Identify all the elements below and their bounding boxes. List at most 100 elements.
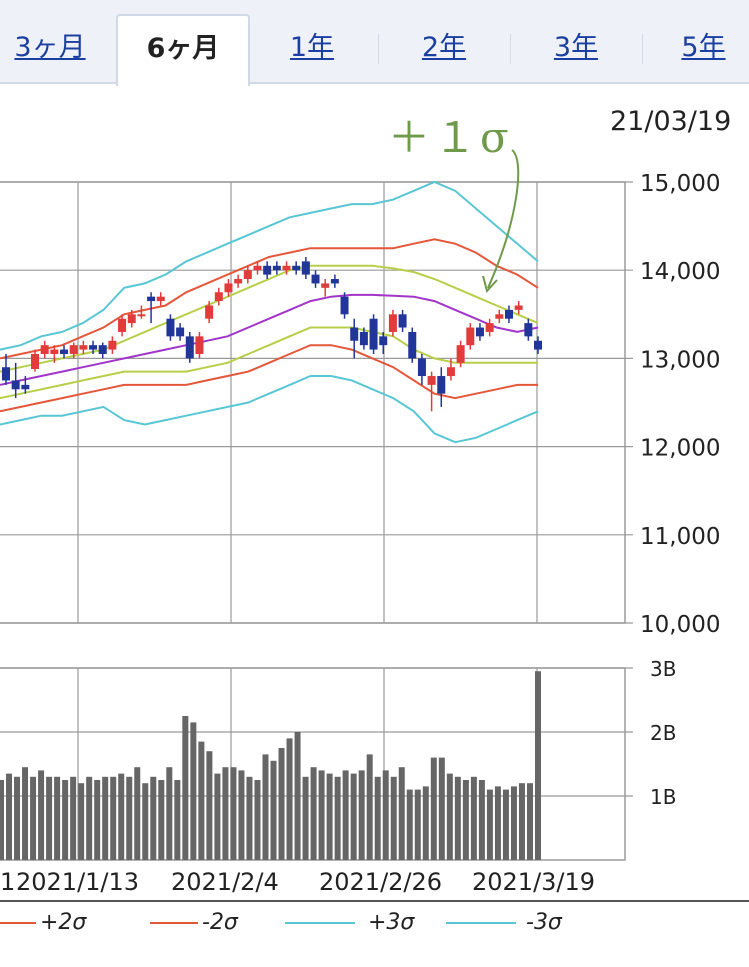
volume-bar — [438, 757, 445, 860]
candle-body — [108, 340, 117, 350]
volume-bar — [158, 780, 165, 860]
candle-body — [21, 384, 30, 390]
volume-bar — [494, 786, 501, 860]
volume-bar — [174, 780, 181, 860]
candle-body — [272, 265, 281, 271]
price-tick-label: 11,000 — [640, 524, 720, 550]
candle-body — [495, 314, 504, 319]
candle — [340, 292, 349, 319]
candle — [243, 265, 252, 284]
volume-bar — [6, 773, 13, 860]
candle-body — [534, 340, 542, 350]
candle-body — [369, 318, 378, 350]
candle-body — [330, 279, 339, 284]
candle-body — [156, 296, 165, 302]
volume-bar — [70, 776, 77, 860]
volume-bar — [502, 789, 509, 860]
candle-body — [475, 327, 484, 337]
candle-body — [166, 318, 175, 337]
annotation-arrow-head — [482, 275, 498, 294]
candle-body — [195, 336, 204, 354]
candle-body — [147, 296, 156, 302]
candle-body — [408, 331, 417, 359]
legend-line-minus3 — [446, 922, 516, 924]
x-tick-label-partial: 1 — [0, 868, 15, 896]
volume-tick-label: 2B — [650, 721, 676, 745]
volume-bar — [198, 741, 205, 860]
candle — [534, 336, 542, 354]
volume-bar — [38, 770, 45, 860]
candle — [398, 309, 407, 332]
candle — [379, 331, 388, 354]
band-plus1-line — [0, 264, 539, 373]
tab-5-years[interactable]: 5年 — [681, 32, 726, 63]
volume-bar — [430, 757, 437, 860]
candle-body — [234, 279, 243, 284]
candle-body — [40, 345, 49, 354]
candle — [456, 340, 465, 368]
volume-bar — [366, 754, 373, 860]
volume-bar — [22, 767, 29, 860]
tab-3-months[interactable]: 3ヶ月 — [14, 32, 86, 63]
candle — [408, 327, 417, 363]
candle-body — [50, 349, 59, 354]
volume-bar — [374, 776, 381, 860]
candle-body — [301, 261, 310, 275]
candle-body — [224, 283, 233, 293]
candle-body — [60, 349, 69, 354]
candle — [11, 362, 20, 399]
band-minus1-line — [0, 326, 538, 400]
candle — [2, 353, 10, 385]
candle — [50, 345, 59, 363]
volume-bar — [134, 767, 141, 860]
candle-body — [205, 305, 214, 319]
legend-label-plus3: +3σ — [368, 910, 415, 935]
candle — [166, 314, 175, 341]
volume-bar — [270, 760, 277, 860]
volume-bar — [382, 770, 389, 860]
candle-body — [321, 283, 330, 288]
volume-bar — [390, 776, 397, 860]
candle-body — [504, 309, 513, 319]
volume-bar — [478, 780, 485, 860]
candle-body — [89, 345, 98, 350]
volume-bar — [14, 776, 21, 860]
candle — [60, 345, 69, 359]
tab-3-years[interactable]: 3年 — [553, 32, 599, 63]
tab-1-year[interactable]: 1年 — [289, 32, 335, 63]
volume-bar — [94, 780, 101, 860]
candle — [321, 279, 330, 297]
volume-bar — [526, 783, 533, 860]
volume-bar — [46, 776, 53, 860]
candle — [147, 292, 156, 324]
volume-bar — [262, 754, 269, 860]
price-tick-label: 13,000 — [640, 347, 720, 373]
band-plus3-line — [0, 180, 539, 351]
tab-2-years[interactable]: 2年 — [421, 32, 467, 63]
tab-6-months[interactable]: 6ヶ月 — [116, 14, 250, 86]
stock-chart: 15,000 14,000 13,000 12,000 11,000 10,000 3B 2B… — [0, 149, 720, 896]
volume-bar — [446, 773, 453, 860]
candle — [263, 261, 272, 280]
candle — [21, 376, 30, 394]
candle-body — [417, 358, 426, 377]
candle — [272, 261, 281, 275]
volume-bar — [398, 767, 405, 860]
candle — [205, 301, 214, 324]
volume-bar — [422, 786, 429, 860]
legend-label-minus2: -2σ — [202, 910, 238, 935]
volume-bar — [166, 767, 173, 860]
candle — [388, 309, 397, 337]
volume-bar — [222, 767, 229, 860]
candle-body — [524, 323, 533, 337]
candle-body — [263, 265, 272, 275]
candle-body — [98, 345, 107, 354]
volume-bar — [214, 773, 221, 860]
volume-bar — [102, 776, 109, 860]
volume-bar — [246, 776, 253, 860]
annotation-arrow-curve — [487, 149, 520, 289]
candle-body — [388, 314, 397, 332]
candle-body — [350, 327, 359, 341]
candle — [427, 371, 436, 412]
candle-body — [311, 274, 320, 284]
